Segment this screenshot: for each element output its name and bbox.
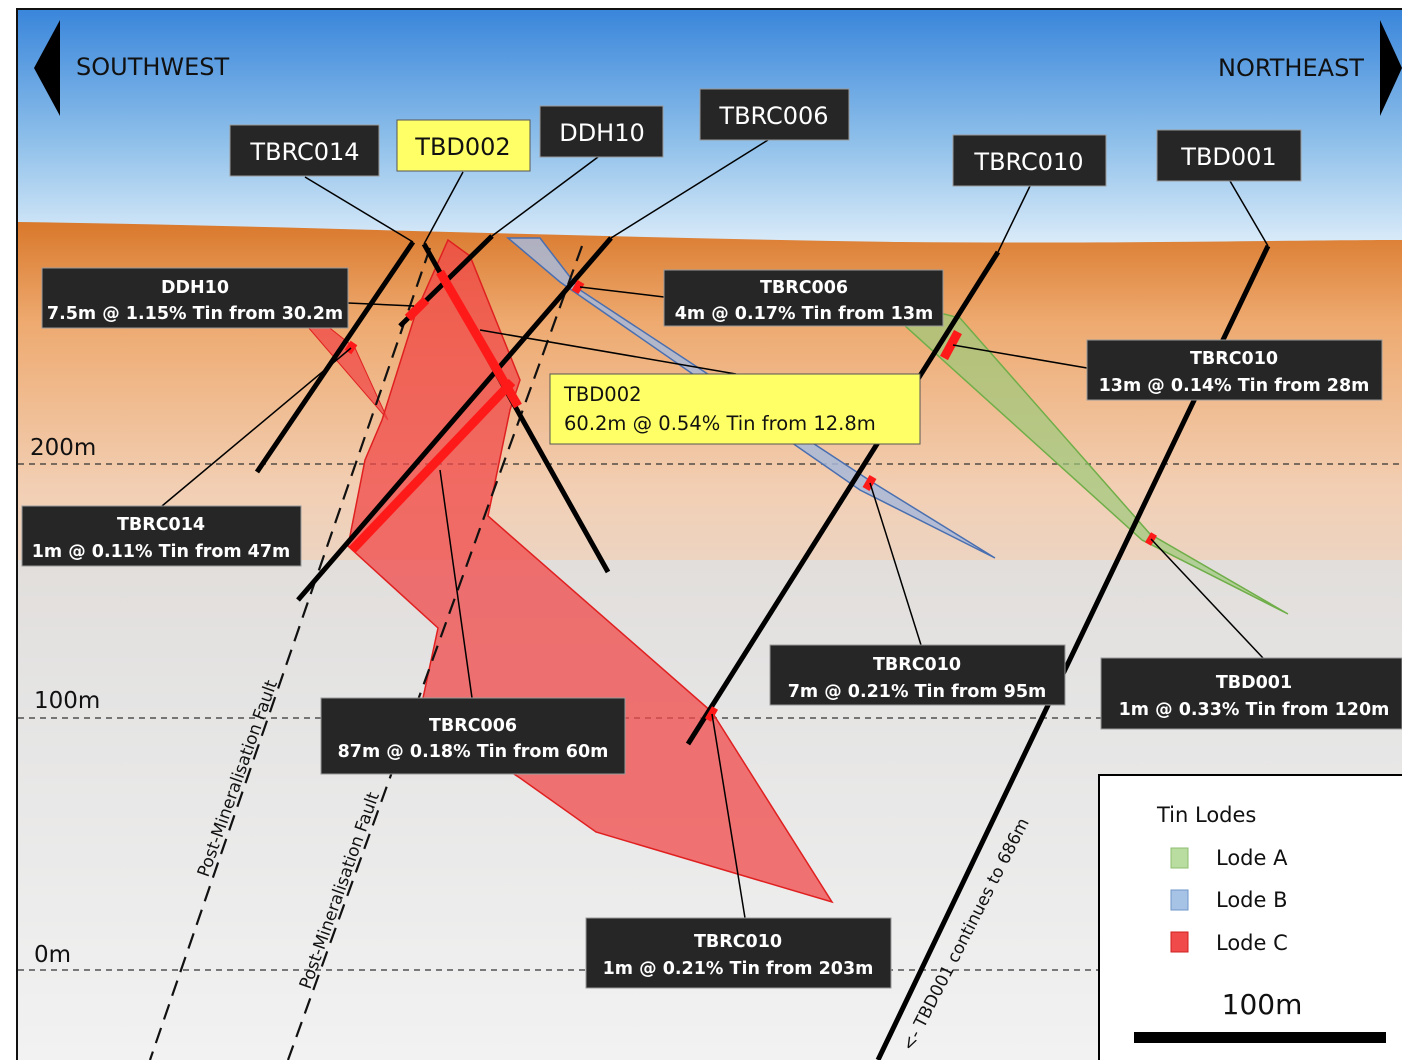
svg-text:1m @ 0.33% Tin from 120m: 1m @ 0.33% Tin from 120m	[1119, 700, 1390, 720]
hole-label-tbd001: TBD001	[1156, 129, 1302, 182]
svg-text:TBD002: TBD002	[563, 383, 642, 406]
legend-swatch-lode-b	[1170, 889, 1189, 911]
svg-text:TBRC010: TBRC010	[1190, 349, 1278, 369]
svg-text:TBRC006: TBRC006	[718, 102, 828, 130]
fault-line-2	[286, 245, 584, 1060]
mark-ddh10	[404, 296, 430, 322]
svg-text:DDH10: DDH10	[161, 278, 229, 298]
hole-labels: TBRC014 TBD002 DDH10 TBRC006 TBRC010 TBD…	[229, 88, 1302, 187]
svg-text:DDH10: DDH10	[559, 119, 645, 147]
fault-line-1	[148, 247, 432, 1060]
direction-southwest: SOUTHWEST	[76, 53, 230, 81]
northeast-arrow-icon	[1380, 20, 1402, 116]
svg-text:7m @ 0.21% Tin from 95m: 7m @ 0.21% Tin from 95m	[788, 682, 1047, 702]
scale-bar-label: 100m	[1222, 988, 1303, 1021]
callout-tbrc010-95m: TBRC010 7m @ 0.21% Tin from 95m	[769, 644, 1066, 706]
callout-tbrc006-13m: TBRC006 4m @ 0.17% Tin from 13m	[663, 269, 944, 327]
svg-text:TBD001: TBD001	[1180, 143, 1276, 171]
svg-text:60.2m @ 0.54% Tin from 12.8m: 60.2m @ 0.54% Tin from 12.8m	[564, 412, 876, 435]
lode-b	[505, 237, 996, 559]
hole-label-tbrc014: TBRC014	[229, 124, 380, 177]
legend-box	[1098, 774, 1402, 1060]
hole-label-tbrc010: TBRC010	[952, 134, 1107, 187]
mark-tbrc006-main	[348, 378, 516, 554]
frame	[16, 8, 1402, 1060]
elevation-lines: 200m 100m 0m	[18, 435, 1402, 971]
svg-text:TBRC006: TBRC006	[429, 716, 517, 736]
legend-title: Tin Lodes	[1156, 803, 1256, 827]
svg-text:4m @ 0.17% Tin from 13m: 4m @ 0.17% Tin from 13m	[675, 304, 934, 324]
svg-text:87m @ 0.18% Tin from 60m: 87m @ 0.18% Tin from 60m	[338, 742, 609, 762]
legend-label-lode-a: Lode A	[1216, 846, 1288, 870]
mark-tbrc006-upper	[571, 279, 585, 295]
elevation-label-200: 200m	[30, 435, 96, 461]
callout-tbrc010-28m: TBRC010 13m @ 0.14% Tin from 28m	[1086, 339, 1383, 401]
intercept-callouts: DDH10 7.5m @ 1.15% Tin from 30.2m TBRC00…	[21, 267, 1402, 989]
legend-swatch-lode-a	[1170, 847, 1189, 869]
lode-a	[871, 295, 1289, 615]
mark-tbrc010-203m	[704, 706, 719, 722]
leader-lines	[161, 139, 1269, 919]
svg-text:TBRC010: TBRC010	[873, 655, 961, 675]
svg-text:13m @ 0.14% Tin from 28m: 13m @ 0.14% Tin from 28m	[1099, 376, 1370, 396]
svg-text:TBRC010: TBRC010	[973, 148, 1083, 176]
svg-text:TBRC014: TBRC014	[117, 515, 205, 535]
callout-tbrc010-203m: TBRC010 1m @ 0.21% Tin from 203m	[585, 917, 892, 989]
callout-tbd001: TBD001 1m @ 0.33% Tin from 120m	[1100, 657, 1402, 730]
trace-tbrc010	[685, 250, 1001, 746]
direction-northeast: NORTHEAST	[1218, 54, 1364, 82]
callout-ddh10: DDH10 7.5m @ 1.15% Tin from 30.2m	[41, 267, 349, 329]
hole-label-tbrc006: TBRC006	[699, 88, 850, 141]
callout-tbd002: TBD002 60.2m @ 0.54% Tin from 12.8m	[549, 373, 921, 445]
legend: Tin Lodes Lode A Lode B Lode C 100m	[1098, 774, 1402, 1060]
svg-text:TBRC014: TBRC014	[249, 138, 359, 166]
scale-bar	[1134, 1032, 1386, 1043]
mark-tbrc010-28m	[940, 329, 962, 361]
callout-tbrc014: TBRC014 1m @ 0.11% Tin from 47m	[21, 505, 302, 567]
svg-text:1m @ 0.11% Tin from 47m: 1m @ 0.11% Tin from 47m	[32, 542, 291, 562]
svg-text:TBRC006: TBRC006	[760, 278, 848, 298]
trace-tbrc014	[254, 240, 416, 474]
svg-text:TBD002: TBD002	[414, 133, 510, 161]
legend-label-lode-c: Lode C	[1216, 931, 1288, 955]
hole-label-tbd002: TBD002	[396, 119, 531, 172]
elevation-label-0: 0m	[34, 942, 71, 968]
legend-swatch-lode-c	[1170, 931, 1189, 953]
elevation-label-100: 100m	[34, 688, 100, 714]
svg-text:1m @ 0.21% Tin from 203m: 1m @ 0.21% Tin from 203m	[603, 959, 874, 979]
legend-label-lode-b: Lode B	[1216, 888, 1288, 912]
callout-tbrc006-60m: TBRC006 87m @ 0.18% Tin from 60m	[320, 697, 626, 775]
svg-text:TBRC010: TBRC010	[694, 932, 782, 952]
hole-label-ddh10: DDH10	[539, 105, 664, 158]
svg-text:7.5m @ 1.15% Tin from 30.2m: 7.5m @ 1.15% Tin from 30.2m	[47, 304, 343, 324]
mark-tbrc010-95m	[862, 474, 877, 492]
southwest-arrow-icon	[34, 20, 60, 116]
svg-text:TBD001: TBD001	[1216, 673, 1292, 693]
trace-tbrc006	[296, 236, 613, 602]
